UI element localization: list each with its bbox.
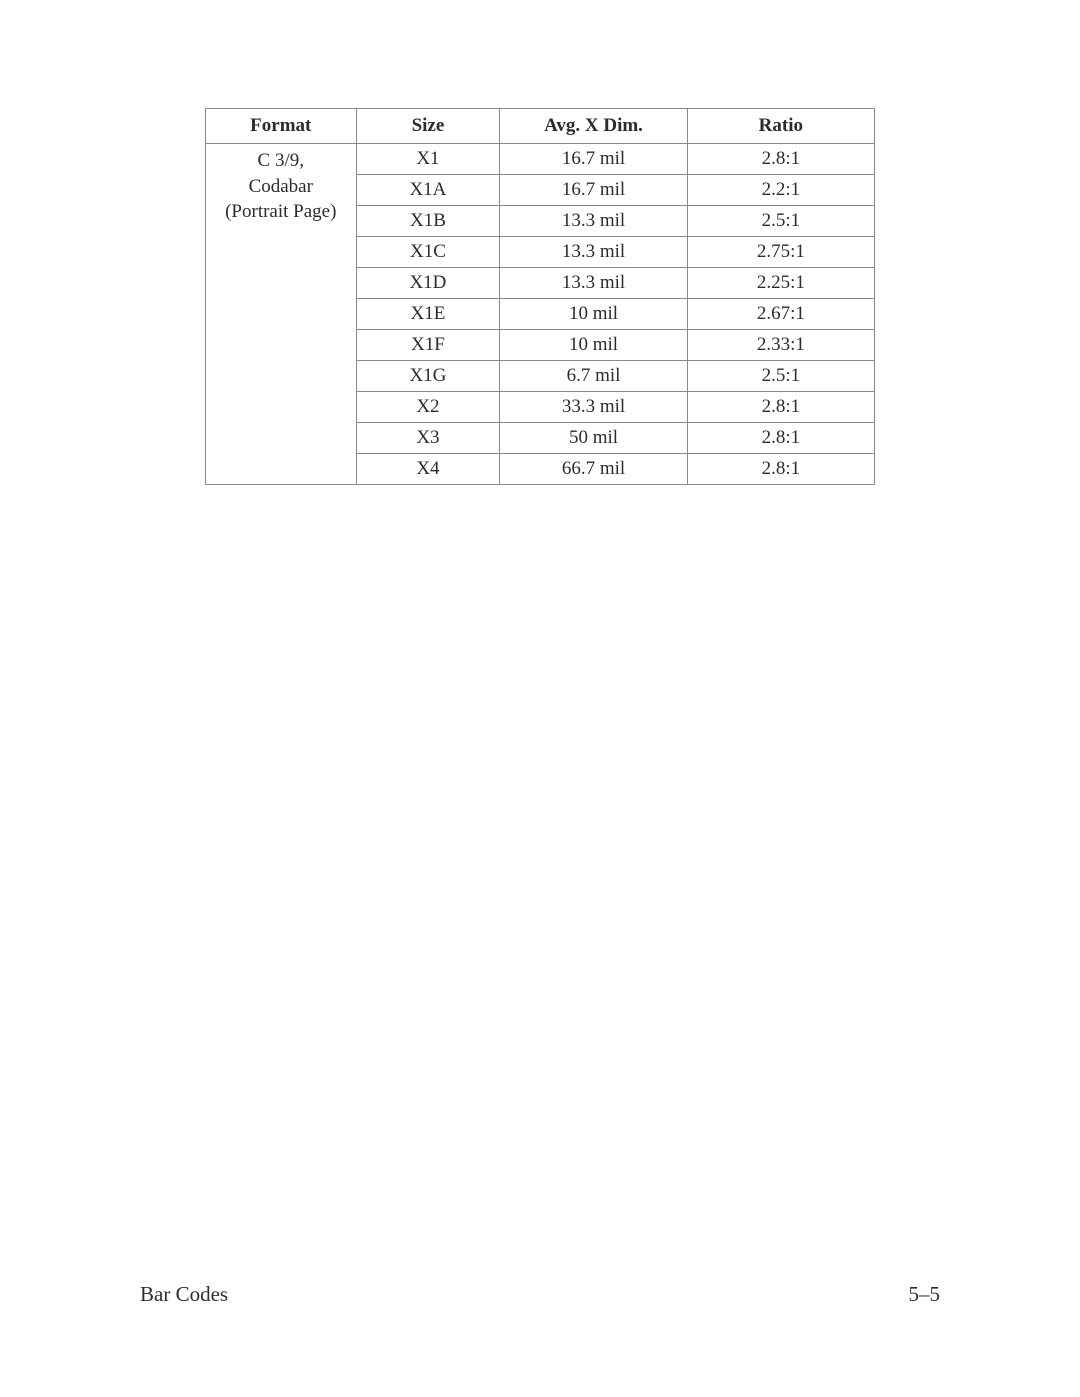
cell-ratio: 2.25:1 — [687, 268, 874, 299]
page-footer: Bar Codes 5–5 — [140, 1282, 940, 1307]
cell-size: X1G — [356, 361, 500, 392]
table-row: C 3/9, Codabar (Portrait Page) X1 16.7 m… — [206, 144, 875, 175]
cell-dim: 16.7 mil — [500, 144, 687, 175]
cell-ratio: 2.8:1 — [687, 392, 874, 423]
cell-ratio: 2.5:1 — [687, 361, 874, 392]
cell-dim: 13.3 mil — [500, 268, 687, 299]
cell-dim: 6.7 mil — [500, 361, 687, 392]
cell-ratio: 2.8:1 — [687, 423, 874, 454]
cell-ratio: 2.33:1 — [687, 330, 874, 361]
cell-dim: 10 mil — [500, 330, 687, 361]
cell-ratio: 2.67:1 — [687, 299, 874, 330]
footer-right: 5–5 — [909, 1282, 941, 1307]
format-line: (Portrait Page) — [225, 201, 336, 222]
format-line: C 3/9, — [258, 150, 304, 171]
cell-size: X4 — [356, 454, 500, 485]
cell-dim: 10 mil — [500, 299, 687, 330]
format-line: Codabar — [249, 176, 313, 197]
cell-dim: 50 mil — [500, 423, 687, 454]
cell-size: X2 — [356, 392, 500, 423]
cell-dim: 16.7 mil — [500, 175, 687, 206]
footer-left: Bar Codes — [140, 1282, 228, 1307]
cell-dim: 66.7 mil — [500, 454, 687, 485]
cell-dim: 33.3 mil — [500, 392, 687, 423]
cell-ratio: 2.8:1 — [687, 454, 874, 485]
col-header-size: Size — [356, 109, 500, 144]
cell-size: X1A — [356, 175, 500, 206]
cell-ratio: 2.75:1 — [687, 237, 874, 268]
cell-size: X3 — [356, 423, 500, 454]
cell-size: X1E — [356, 299, 500, 330]
col-header-format: Format — [206, 109, 357, 144]
table-header-row: Format Size Avg. X Dim. Ratio — [206, 109, 875, 144]
cell-size: X1C — [356, 237, 500, 268]
cell-ratio: 2.2:1 — [687, 175, 874, 206]
format-cell: C 3/9, Codabar (Portrait Page) — [206, 144, 357, 485]
col-header-dim: Avg. X Dim. — [500, 109, 687, 144]
col-header-ratio: Ratio — [687, 109, 874, 144]
cell-dim: 13.3 mil — [500, 237, 687, 268]
cell-size: X1F — [356, 330, 500, 361]
table-body: C 3/9, Codabar (Portrait Page) X1 16.7 m… — [206, 144, 875, 485]
cell-size: X1B — [356, 206, 500, 237]
barcode-table: Format Size Avg. X Dim. Ratio C 3/9, Cod… — [205, 108, 875, 485]
page: Format Size Avg. X Dim. Ratio C 3/9, Cod… — [0, 0, 1080, 1397]
cell-ratio: 2.5:1 — [687, 206, 874, 237]
cell-size: X1D — [356, 268, 500, 299]
cell-size: X1 — [356, 144, 500, 175]
cell-dim: 13.3 mil — [500, 206, 687, 237]
cell-ratio: 2.8:1 — [687, 144, 874, 175]
barcode-table-wrap: Format Size Avg. X Dim. Ratio C 3/9, Cod… — [205, 108, 875, 485]
